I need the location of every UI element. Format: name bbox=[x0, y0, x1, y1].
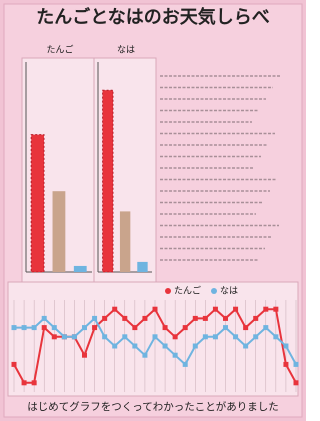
point bbox=[163, 325, 168, 330]
footer-text: はじめてグラフをつくってわかったことがありました bbox=[27, 400, 278, 413]
point bbox=[112, 307, 117, 312]
point bbox=[12, 325, 17, 330]
point bbox=[142, 316, 147, 321]
bar bbox=[137, 262, 147, 272]
point bbox=[42, 316, 47, 321]
point bbox=[233, 307, 238, 312]
point bbox=[82, 353, 87, 358]
legend-marker bbox=[165, 288, 171, 294]
point bbox=[213, 307, 218, 312]
point bbox=[243, 344, 248, 349]
point bbox=[62, 334, 67, 339]
point bbox=[183, 325, 188, 330]
legend-marker bbox=[211, 288, 217, 294]
point bbox=[153, 334, 158, 339]
point bbox=[112, 344, 117, 349]
point bbox=[122, 316, 127, 321]
point bbox=[22, 325, 27, 330]
point bbox=[273, 334, 278, 339]
bar bbox=[103, 90, 113, 272]
point bbox=[193, 316, 198, 321]
chart-label: たんご bbox=[46, 44, 73, 56]
point bbox=[102, 316, 107, 321]
point bbox=[132, 325, 137, 330]
point bbox=[283, 362, 288, 367]
bar bbox=[31, 135, 44, 272]
point bbox=[22, 380, 27, 385]
bar bbox=[53, 191, 66, 272]
point bbox=[92, 316, 97, 321]
bar bbox=[120, 211, 130, 272]
point bbox=[213, 334, 218, 339]
point bbox=[163, 344, 168, 349]
point bbox=[283, 344, 288, 349]
point bbox=[233, 334, 238, 339]
point bbox=[183, 362, 188, 367]
point bbox=[142, 353, 147, 358]
point bbox=[52, 334, 57, 339]
point bbox=[223, 316, 228, 321]
poster: たんごとなはのお天気しらべ はじめてグラフをつくってわかったことがありました た… bbox=[0, 0, 306, 421]
point bbox=[82, 325, 87, 330]
point bbox=[32, 325, 37, 330]
point bbox=[102, 334, 107, 339]
point bbox=[253, 316, 258, 321]
point bbox=[122, 334, 127, 339]
point bbox=[193, 344, 198, 349]
legend-label: なは bbox=[220, 286, 238, 297]
point bbox=[92, 325, 97, 330]
point bbox=[294, 380, 299, 385]
point bbox=[253, 334, 258, 339]
point bbox=[243, 325, 248, 330]
point bbox=[223, 325, 228, 330]
point bbox=[203, 334, 208, 339]
point bbox=[153, 307, 158, 312]
point bbox=[52, 325, 57, 330]
point bbox=[72, 334, 77, 339]
poster-title: たんごとなはのお天気しらべ bbox=[36, 6, 269, 28]
point bbox=[273, 307, 278, 312]
point bbox=[263, 307, 268, 312]
point bbox=[263, 325, 268, 330]
legend-label: たんご bbox=[174, 285, 201, 297]
point bbox=[203, 316, 208, 321]
chart-label: なは bbox=[117, 45, 135, 56]
point bbox=[32, 380, 37, 385]
point bbox=[173, 353, 178, 358]
point bbox=[12, 362, 17, 367]
point bbox=[42, 325, 47, 330]
point bbox=[173, 334, 178, 339]
point bbox=[294, 362, 299, 367]
point bbox=[132, 344, 137, 349]
bar bbox=[74, 266, 87, 272]
